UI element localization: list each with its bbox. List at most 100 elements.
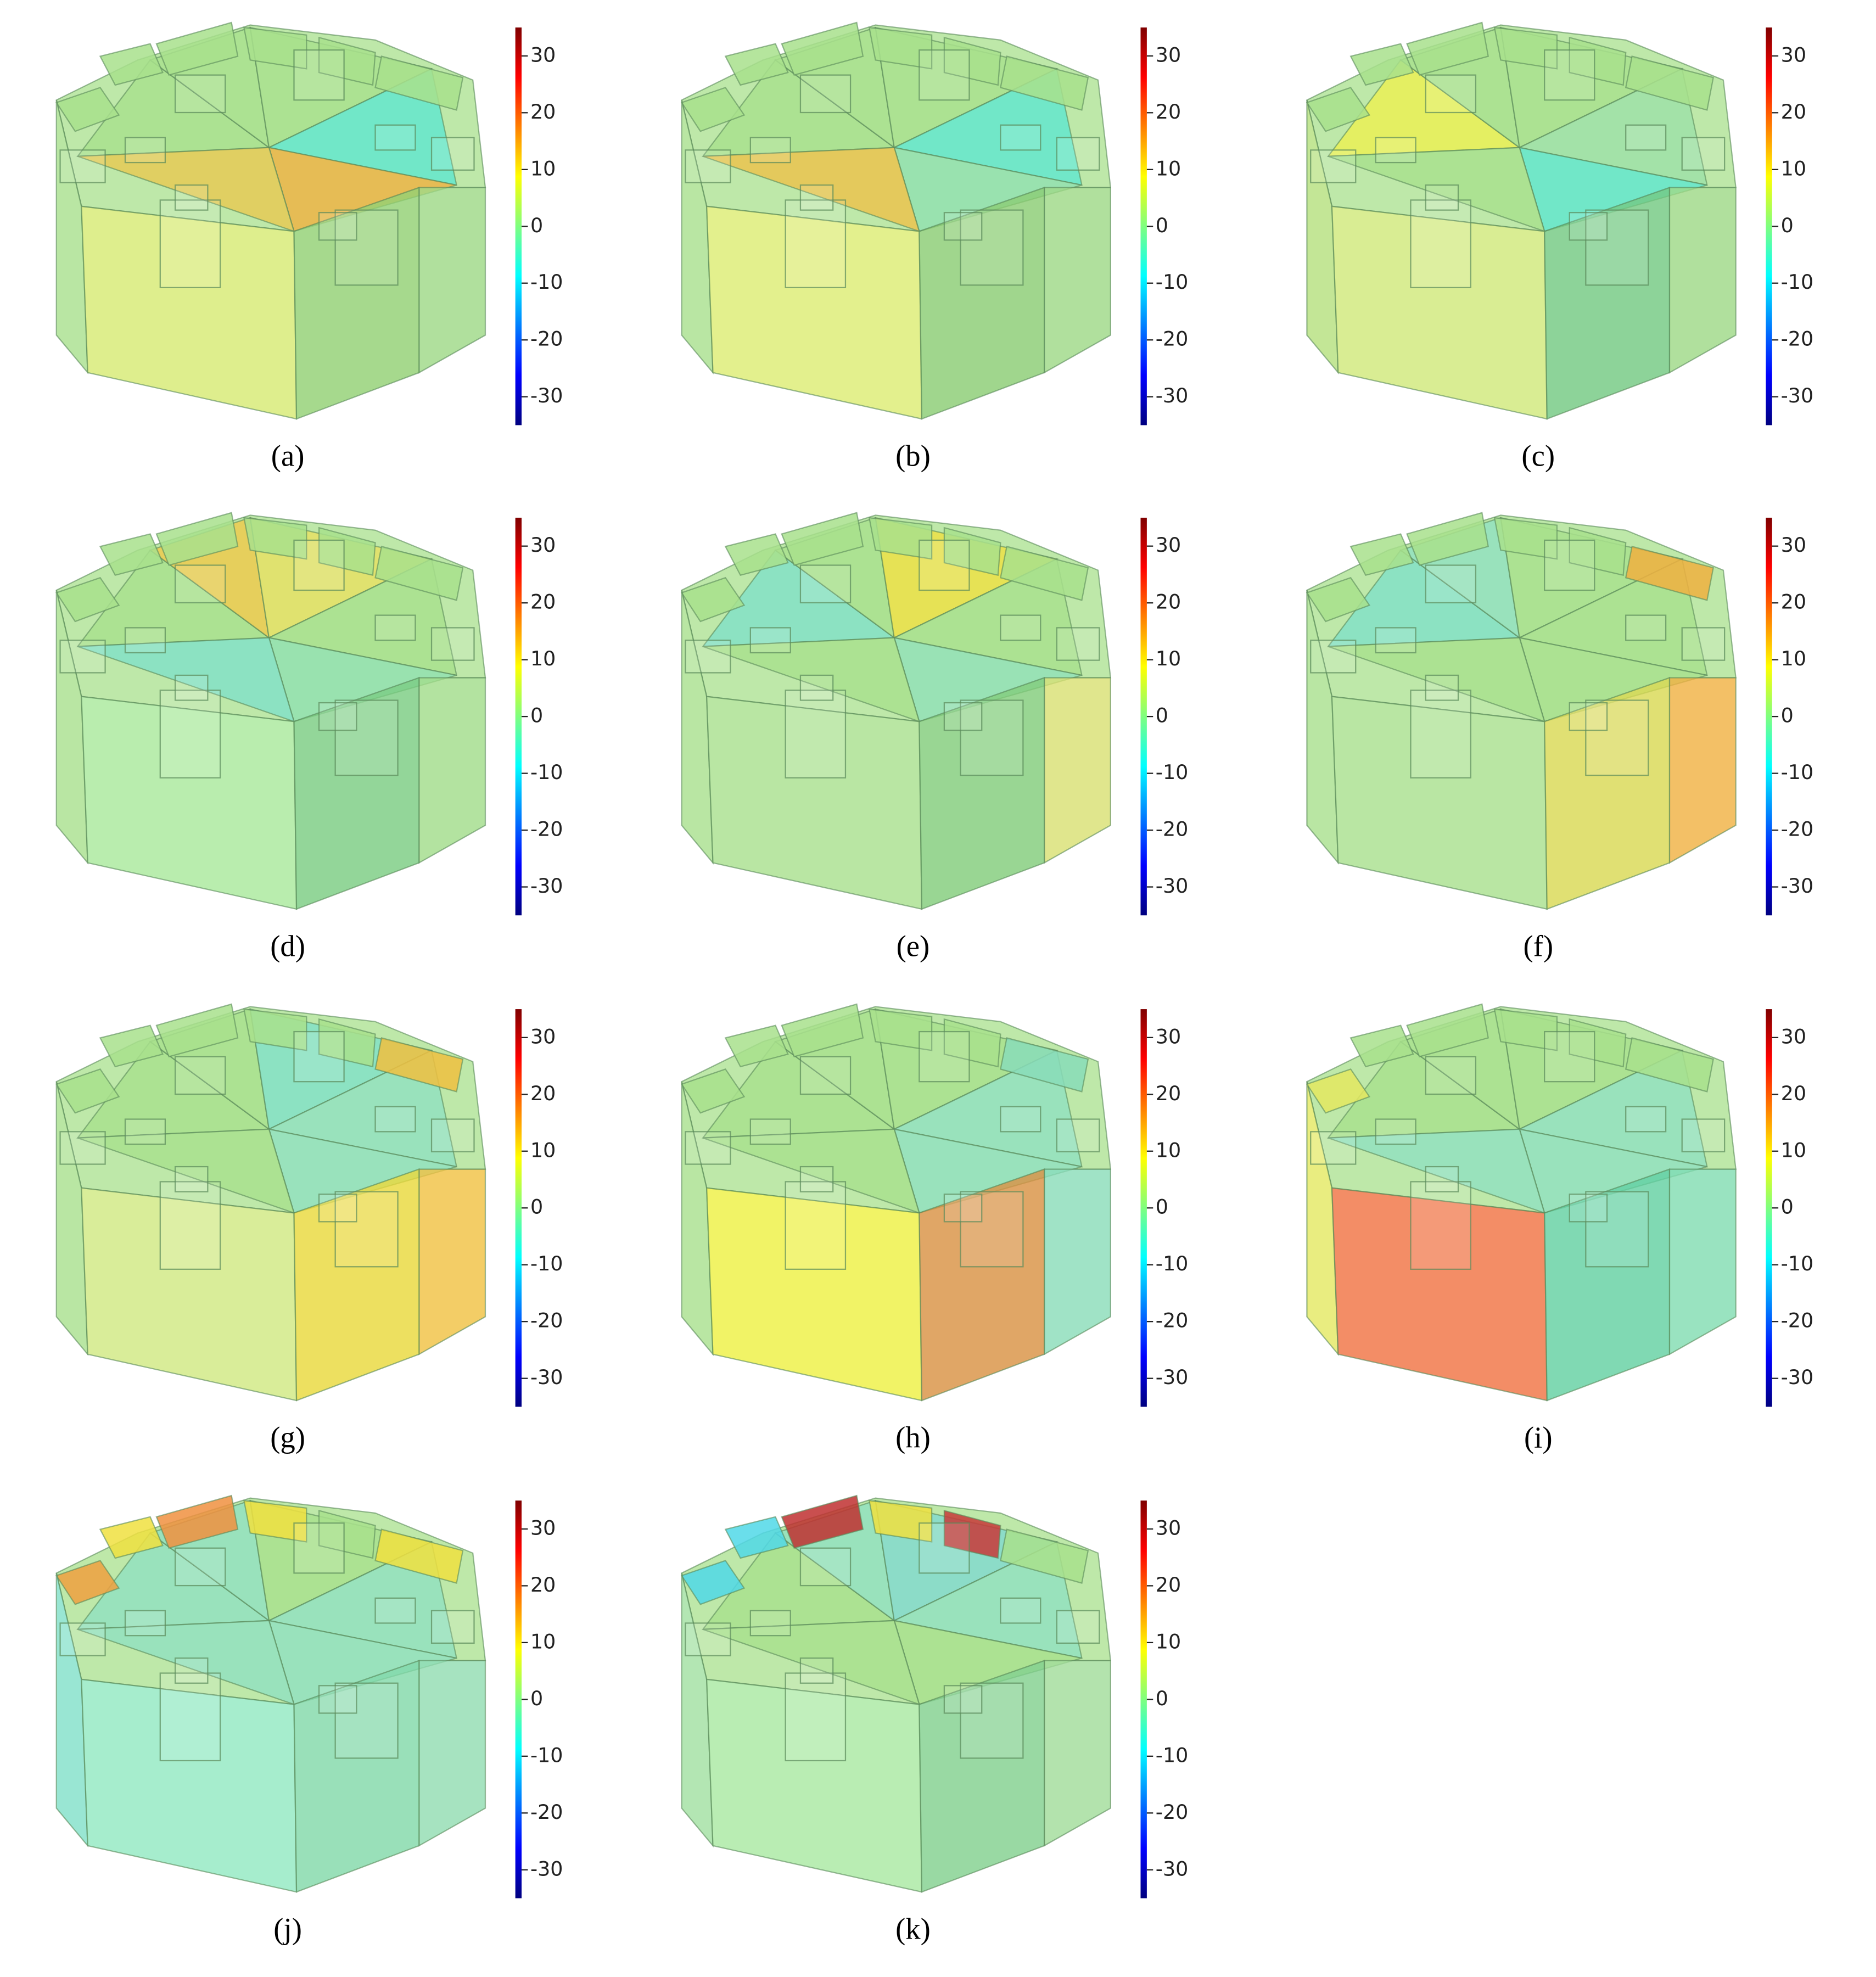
notch <box>685 1131 731 1165</box>
colorbar-tick-label: 30 <box>1781 43 1806 66</box>
notch <box>919 1030 970 1083</box>
notch <box>799 564 852 603</box>
colorbar-tick-label: 20 <box>1156 590 1181 614</box>
colorbar-tick-label: 20 <box>1781 100 1806 124</box>
rim-block <box>1493 1008 1558 1051</box>
notch <box>943 212 983 241</box>
right-face <box>1043 1168 1111 1356</box>
notch <box>1425 564 1477 603</box>
notch <box>1375 1118 1416 1145</box>
sector <box>702 1128 921 1214</box>
notch <box>174 184 209 211</box>
rim-block <box>155 1494 239 1549</box>
rim-block <box>243 517 307 560</box>
notch <box>159 1181 221 1270</box>
colorbar-tick-label: 30 <box>1156 1516 1181 1539</box>
colorbar-tick-label: 30 <box>1156 43 1181 66</box>
sector <box>1328 147 1545 233</box>
front-right-face <box>1544 676 1671 910</box>
colorbar-tick-label: -20 <box>1781 327 1814 351</box>
rim-block <box>680 87 746 132</box>
notch <box>749 1118 791 1145</box>
rim-block <box>55 87 120 132</box>
notch <box>799 1166 834 1192</box>
colorbar-tick-label: 0 <box>530 1195 543 1219</box>
notch <box>1681 1118 1726 1152</box>
colorbar <box>515 517 522 916</box>
notch <box>785 199 847 289</box>
colorbar-tick-label: 10 <box>1156 156 1181 180</box>
notch <box>318 1685 357 1714</box>
colorbar-tick-label: -20 <box>530 1309 563 1332</box>
colorbar-tick-label: -10 <box>1156 760 1189 784</box>
colorbar-tick-label: 20 <box>1156 100 1181 124</box>
notch <box>1000 614 1041 641</box>
rim-block <box>55 576 120 623</box>
sector <box>77 1128 295 1214</box>
panel-label: (g) <box>270 1420 305 1454</box>
colorbar-tick-label: 30 <box>1156 1024 1181 1048</box>
rim-block <box>1306 576 1371 623</box>
notch <box>59 1131 106 1165</box>
colorbar <box>515 27 522 425</box>
notch <box>1569 1194 1608 1223</box>
colorbar-tick-label: -10 <box>1781 1252 1814 1275</box>
rim-block <box>1493 517 1558 560</box>
notch <box>943 1685 983 1714</box>
sector <box>77 637 295 723</box>
sector <box>77 147 295 233</box>
notch <box>785 1672 847 1762</box>
rim-block <box>724 1516 789 1559</box>
front-right-face <box>293 187 420 420</box>
notch <box>1544 49 1595 101</box>
colorbar-tick-label: 10 <box>530 1629 556 1653</box>
notch <box>124 1610 166 1637</box>
notch <box>1000 1597 1041 1624</box>
colorbar-tick-label: -30 <box>1781 384 1814 407</box>
front-right-face <box>1544 187 1671 420</box>
colorbar-tick-label: -20 <box>1156 327 1189 351</box>
rim-block <box>781 512 864 566</box>
rim-block <box>1000 1528 1089 1584</box>
rim-block <box>155 21 239 76</box>
rim-block <box>724 533 789 576</box>
rim-block <box>1000 1037 1089 1093</box>
right-face <box>1668 1168 1737 1356</box>
colorbar-tick-label: -20 <box>1156 817 1189 841</box>
colorbar-tick-label: 20 <box>1781 1082 1806 1105</box>
right-face <box>1043 187 1111 374</box>
notch <box>1410 690 1471 779</box>
sector <box>77 1620 295 1706</box>
notch <box>334 1682 399 1759</box>
colorbar-tick-label: -30 <box>1781 1365 1814 1389</box>
notch <box>1544 539 1595 591</box>
notch <box>919 49 970 101</box>
notch <box>960 209 1024 286</box>
colorbar-tick-label: -30 <box>1781 874 1814 898</box>
rim-block <box>1306 87 1371 132</box>
rim-block <box>1349 533 1414 576</box>
rim-block <box>374 1037 464 1093</box>
panel: 30 20 10 0 -10 -20 -30 (h) <box>680 1003 1188 1454</box>
panel: 30 20 10 0 -10 -20 -30 (g) <box>55 1003 563 1454</box>
colorbar-tick-label: -30 <box>1156 384 1189 407</box>
notch <box>318 212 357 241</box>
colorbar-tick-label: -30 <box>530 1365 563 1389</box>
rim-block <box>1406 512 1489 566</box>
rim-block <box>1493 26 1558 70</box>
panel: 30 20 10 0 -10 -20 -30 (a) <box>55 21 563 472</box>
colorbar-tick-label: 0 <box>530 704 543 727</box>
front-right-face <box>919 187 1045 420</box>
notch <box>1681 137 1726 171</box>
notch <box>749 1610 791 1637</box>
colorbar-tick-label: 0 <box>530 214 543 237</box>
notch <box>960 699 1024 776</box>
notch <box>174 1166 209 1192</box>
right-face <box>418 1660 486 1847</box>
colorbar-tick-label: 0 <box>1156 214 1168 237</box>
colorbar-tick-label: -10 <box>530 1252 563 1275</box>
colorbar-tick-label: 0 <box>1781 704 1794 727</box>
colorbar-tick-label: 10 <box>1156 1629 1181 1653</box>
notch <box>749 627 791 654</box>
